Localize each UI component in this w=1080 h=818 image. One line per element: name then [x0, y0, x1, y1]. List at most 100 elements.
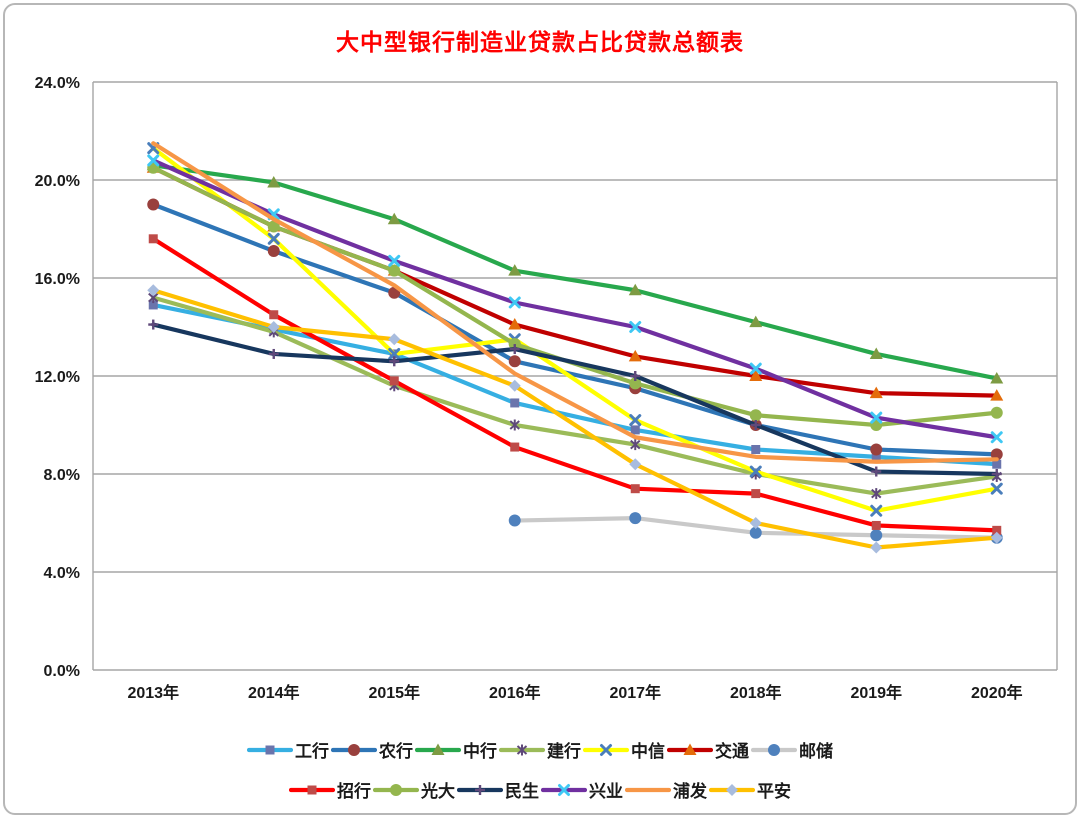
y-axis-tick-label: 24.0% — [35, 75, 80, 92]
series-10-兴业 — [147, 154, 1003, 444]
data-point-marker-x — [147, 154, 160, 167]
data-point-marker-plus — [630, 371, 641, 381]
series-line-0 — [151, 302, 999, 467]
data-point-marker-square — [269, 310, 279, 320]
x-axis-tick-label: 2020年 — [971, 683, 1023, 702]
legend-label-兴业: 兴业 — [589, 782, 623, 801]
x-axis-tick-label: 2017年 — [609, 683, 661, 702]
legend-row-2: 招行 光大 民生 兴业 浦发 平安 — [5, 777, 1075, 802]
data-point-marker-plus — [991, 469, 1002, 479]
data-point-marker-square — [751, 489, 761, 499]
legend-label-中行: 中行 — [463, 742, 497, 761]
legend-item-农行: 农行 — [331, 737, 413, 762]
legend-swatch-浦发 — [625, 787, 671, 792]
legend-item-工行: 工行 — [247, 737, 329, 762]
data-point-marker-x — [870, 504, 883, 517]
x-axis-tick-label: 2015年 — [368, 683, 420, 702]
series-line-9 — [151, 322, 999, 477]
legend-label-平安: 平安 — [757, 782, 791, 801]
data-point-marker-triangle — [683, 743, 697, 755]
data-point-marker-x — [267, 232, 280, 245]
data-point-marker-square — [630, 425, 640, 435]
data-point-marker-square — [265, 745, 275, 754]
data-point-marker-x — [508, 296, 521, 309]
data-point-marker-x — [990, 431, 1003, 444]
legend-item-中信: 中信 — [583, 737, 665, 762]
data-point-marker-asterisk — [630, 439, 641, 451]
data-point-marker-square — [871, 520, 881, 530]
series-9-民生 — [148, 319, 1002, 479]
data-point-marker-square — [148, 300, 158, 310]
legend-row-1: 工行 农行 中行 建行 中信 交通 邮储 — [5, 737, 1075, 762]
x-axis-tick-label: 2019年 — [850, 683, 902, 702]
series-7-招行 — [148, 234, 1002, 535]
data-point-marker-circle — [508, 355, 521, 368]
series-2-中行 — [146, 158, 1004, 384]
data-point-marker-diamond — [508, 379, 521, 392]
data-point-marker-triangle — [628, 349, 642, 362]
data-point-marker-circle — [990, 406, 1003, 419]
data-point-marker-circle — [348, 743, 360, 756]
data-point-marker-square — [510, 442, 520, 452]
legend-label-中信: 中信 — [631, 742, 665, 761]
data-point-marker-triangle — [749, 369, 763, 381]
data-point-marker-triangle — [508, 264, 522, 276]
series-line-3 — [151, 295, 999, 496]
data-point-marker-circle — [267, 245, 280, 258]
data-point-marker-square — [751, 445, 761, 454]
legend-item-光大: 光大 — [373, 777, 455, 802]
series-line-10 — [151, 158, 999, 440]
legend-item-交通: 交通 — [667, 737, 749, 762]
data-point-marker-triangle — [628, 283, 642, 296]
data-point-marker-plus — [475, 784, 485, 795]
data-point-marker-square — [992, 525, 1002, 535]
data-point-marker-x — [388, 254, 401, 267]
data-point-marker-x — [749, 362, 762, 375]
data-point-marker-plus — [509, 344, 520, 355]
data-point-marker-x — [870, 411, 883, 424]
data-point-marker-circle — [749, 526, 762, 539]
legend-label-交通: 交通 — [715, 742, 749, 761]
legend-item-平安: 平安 — [709, 777, 791, 802]
data-point-marker-diamond — [990, 531, 1003, 544]
legend-swatch-光大 — [373, 783, 419, 796]
y-axis-tick-label: 0.0% — [44, 663, 80, 680]
data-point-marker-diamond — [726, 783, 738, 796]
legend-label-民生: 民生 — [505, 782, 539, 801]
series-line-4 — [151, 146, 999, 513]
chart-frame: 大中型银行制造业贷款占比贷款总额表 0.0% 4.0% 8.0% 12.0% 16.0%… — [3, 3, 1077, 815]
legend-swatch-交通 — [667, 743, 713, 755]
data-point-marker-square — [389, 376, 399, 386]
legend-swatch-平安 — [709, 783, 755, 796]
data-point-marker-plus — [268, 348, 279, 359]
y-axis-tick-label: 12.0% — [35, 369, 80, 386]
legend-swatch-招行 — [289, 785, 335, 794]
legend-item-中行: 中行 — [415, 737, 497, 762]
data-point-marker-circle — [870, 443, 883, 456]
data-point-marker-square — [307, 785, 317, 794]
data-point-marker-circle — [147, 198, 160, 211]
legend-swatch-建行 — [499, 744, 545, 755]
data-point-marker-x — [558, 783, 570, 796]
legend-swatch-工行 — [247, 745, 293, 754]
series-4-中信 — [147, 142, 1003, 517]
legend-swatch-农行 — [331, 743, 377, 756]
data-point-marker-x — [629, 414, 642, 427]
data-point-marker-circle — [629, 512, 642, 525]
legend-item-浦发: 浦发 — [625, 777, 707, 802]
data-point-marker-asterisk — [516, 744, 528, 755]
data-point-marker-circle — [508, 514, 521, 527]
data-point-marker-circle — [768, 743, 780, 756]
data-point-marker-triangle — [508, 318, 522, 330]
legend-item-兴业: 兴业 — [541, 777, 623, 802]
x-axis-tick-label: 2018年 — [730, 683, 782, 702]
data-point-marker-square — [510, 398, 520, 408]
data-point-marker-x — [749, 465, 762, 478]
data-point-marker-plus — [148, 319, 159, 330]
legend-label-招行: 招行 — [337, 782, 371, 801]
data-point-marker-diamond — [629, 458, 642, 471]
legend-label-工行: 工行 — [295, 742, 329, 761]
series-11-浦发 — [151, 141, 999, 464]
data-point-marker-plus — [389, 356, 400, 367]
data-point-marker-circle — [267, 220, 280, 233]
